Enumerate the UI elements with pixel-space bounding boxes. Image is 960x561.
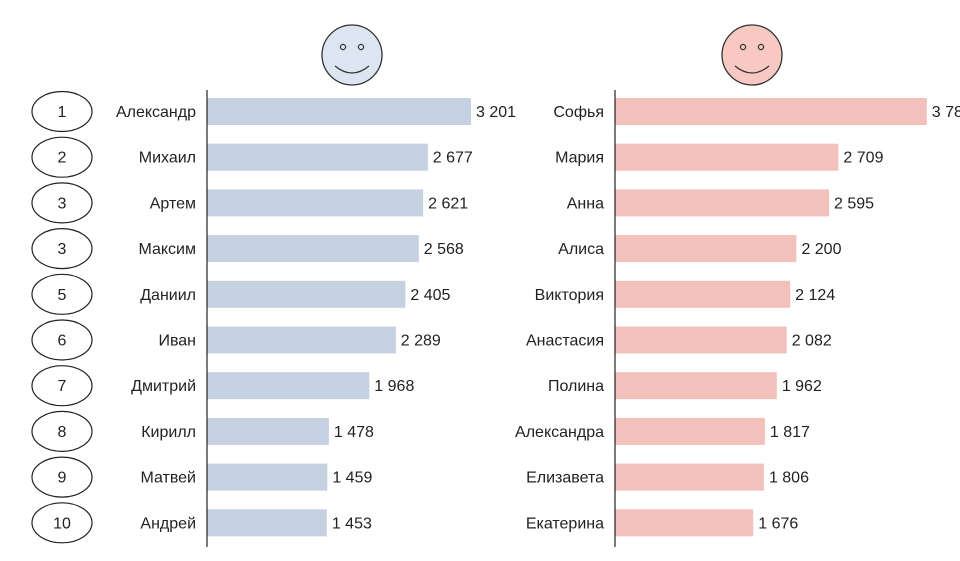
data-label: 1 676 [758, 515, 798, 532]
data-label: 2 200 [801, 241, 841, 258]
data-label: 1 968 [374, 378, 414, 395]
category-label: Алиса [558, 241, 604, 258]
rank-badge: 3 [31, 228, 93, 270]
rank-oval [31, 90, 93, 133]
bar [207, 326, 396, 354]
category-label: Иван [158, 333, 196, 350]
category-label: Даниил [140, 287, 196, 304]
bar [615, 280, 791, 308]
bar [207, 417, 329, 445]
rank-badge: 7 [31, 365, 93, 407]
category-label: Мария [555, 150, 604, 167]
data-label: 2 709 [843, 150, 883, 167]
data-label: 2 621 [428, 195, 468, 212]
data-label: 2 124 [795, 287, 835, 304]
data-label: 1 478 [334, 424, 374, 441]
bar [207, 235, 419, 263]
bar [615, 235, 797, 263]
data-label: 3 780 [932, 104, 960, 121]
rank-oval [31, 456, 93, 498]
bar [615, 509, 754, 537]
category-label: Максим [138, 241, 196, 258]
rank-badge: 5 [31, 273, 93, 315]
data-label: 1 962 [782, 378, 822, 395]
bar [615, 98, 927, 125]
category-label: Андрей [140, 515, 196, 532]
rank-number: 7 [58, 378, 67, 395]
rank-badge: 3 [31, 182, 93, 224]
rank-badge: 2 [31, 136, 93, 178]
rank-number: 8 [58, 424, 67, 441]
boys-names-chart: Александр 3 201 Михаил 2 677 Артем 2 621 Макси… [116, 24, 516, 547]
bar [615, 326, 787, 354]
rank-badge: 6 [31, 319, 93, 361]
rank-badge: 9 [31, 456, 93, 498]
rank-number: 6 [58, 333, 67, 350]
data-label: 1 806 [769, 470, 809, 487]
bar [615, 372, 777, 400]
bar [207, 372, 370, 400]
data-label: 2 595 [834, 195, 874, 212]
category-label: Артем [150, 195, 196, 212]
rank-oval [31, 182, 93, 224]
category-label: Елизавета [526, 470, 604, 487]
girls-names-chart: Софья 3 780 Мария 2 709 Анна 2 595 Алиса 2 200 В… [515, 24, 960, 547]
data-label: 1 453 [332, 515, 372, 532]
category-label: Дмитрий [131, 378, 196, 395]
rank-badge: 10 [31, 502, 93, 544]
smiley-face-icon [321, 24, 383, 86]
data-label: 2 289 [401, 333, 441, 350]
rank-oval [31, 365, 93, 407]
rank-number: 3 [58, 195, 67, 212]
bar [615, 463, 764, 491]
category-label: Александр [116, 104, 196, 121]
category-label: Екатерина [526, 515, 604, 532]
rank-number: 1 [58, 104, 67, 121]
category-label: Александра [515, 424, 604, 441]
category-label: Софья [553, 104, 604, 121]
rank-oval [31, 228, 93, 270]
category-label: Анастасия [526, 333, 604, 350]
rank-number: 10 [53, 515, 71, 532]
rank-number: 9 [58, 470, 67, 487]
smiley-face-icon [721, 24, 783, 86]
rank-number: 2 [58, 150, 67, 167]
rank-number: 5 [58, 287, 67, 304]
bar [615, 143, 839, 171]
data-label: 2 568 [424, 241, 464, 258]
rank-badge: 8 [31, 410, 93, 452]
data-label: 2 082 [792, 333, 832, 350]
bar [207, 143, 428, 171]
rank-number: 3 [58, 241, 67, 258]
category-label: Полина [548, 378, 604, 395]
category-label: Виктория [535, 287, 604, 304]
bar [207, 280, 406, 308]
rank-column: 1 2 3 3 5 6 7 8 9 10 [31, 90, 93, 544]
bar [207, 509, 327, 537]
category-label: Кирилл [141, 424, 196, 441]
bar [615, 417, 765, 445]
bar [615, 189, 829, 217]
rank-oval [31, 273, 93, 315]
bar [207, 463, 328, 491]
category-label: Матвей [140, 470, 196, 487]
bar [207, 98, 471, 125]
rank-oval [31, 410, 93, 452]
rank-oval [31, 319, 93, 361]
category-label: Михаил [139, 150, 196, 167]
data-label: 1 817 [770, 424, 810, 441]
data-label: 2 677 [433, 150, 473, 167]
data-label: 2 405 [410, 287, 450, 304]
rank-badge: 1 [31, 90, 93, 133]
bar [207, 189, 424, 217]
data-label: 1 459 [332, 470, 372, 487]
category-label: Анна [567, 195, 604, 212]
data-label: 3 201 [476, 104, 516, 121]
rank-oval [31, 502, 93, 544]
rank-oval [31, 136, 93, 178]
